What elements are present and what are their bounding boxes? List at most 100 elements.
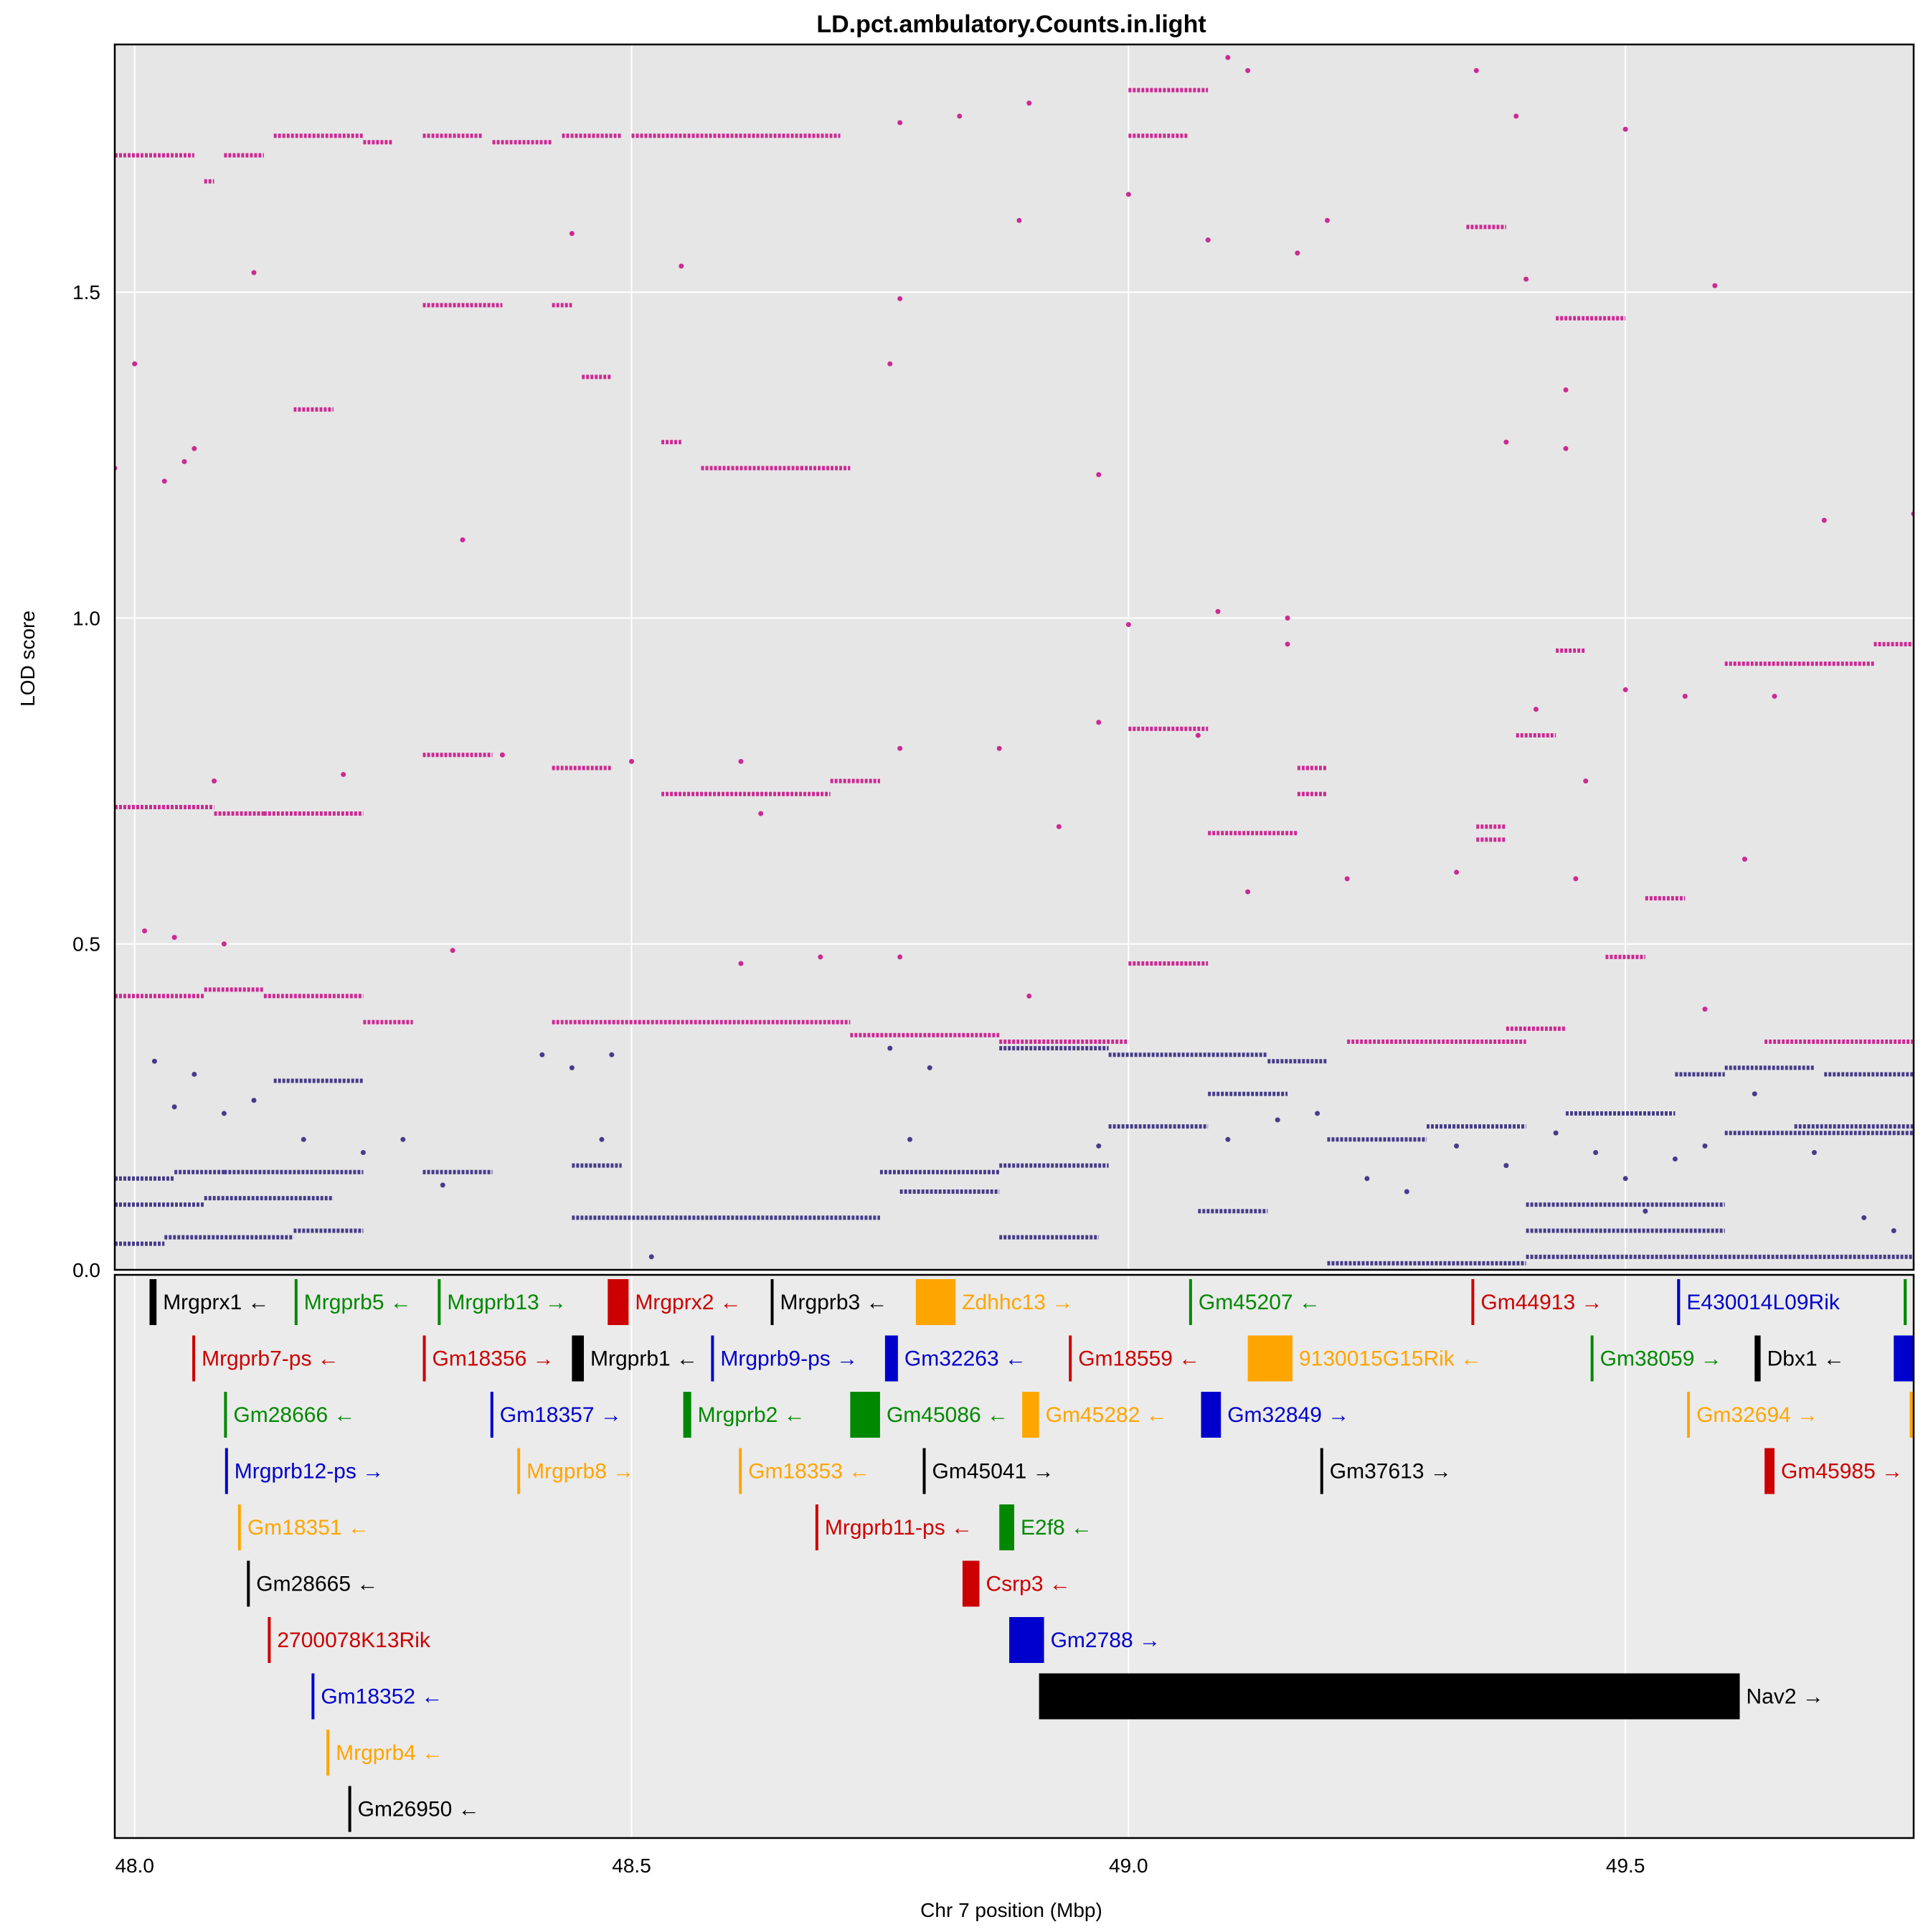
lod-point — [1026, 993, 1032, 999]
gene-label: Mrgprb8 → — [526, 1460, 634, 1484]
lod-point — [1533, 707, 1539, 712]
lod-point — [1821, 517, 1827, 523]
gene: Gm45985 → — [1764, 1448, 1903, 1494]
gene-box — [422, 1335, 426, 1382]
lod-point — [1215, 608, 1221, 614]
x-axis-label: Chr 7 position (Mbp) — [920, 1899, 1102, 1921]
lod-panel-border — [113, 43, 1915, 1271]
gene-box — [1320, 1448, 1323, 1494]
gene-box — [294, 1279, 298, 1325]
gene: Gm18559 ← — [1069, 1335, 1200, 1382]
gene-label: Gm18357 → — [500, 1403, 622, 1427]
gene-box — [683, 1392, 691, 1438]
lod-point — [1096, 720, 1102, 725]
gene-box — [850, 1392, 880, 1438]
gene-label: Mrgprb7-ps ← — [202, 1347, 339, 1371]
gene-label: Mrgprb1 ← — [590, 1347, 698, 1371]
y-tick-label: 0.0 — [72, 1259, 100, 1281]
lod-point — [1315, 1111, 1320, 1116]
gene-label: Gm18353 ← — [748, 1460, 870, 1484]
gene-label: 2700078K13Rik — [277, 1629, 431, 1652]
lod-point — [1523, 276, 1529, 282]
lod-point — [1285, 615, 1290, 621]
lod-point — [1891, 1227, 1896, 1233]
lod-point — [996, 745, 1002, 751]
gene: Mrgprb2 ← — [683, 1392, 805, 1438]
lod-point — [1583, 778, 1589, 784]
gene: E2f8 ← — [999, 1504, 1092, 1550]
gene-box — [225, 1448, 228, 1494]
lod-point — [1324, 217, 1330, 223]
gene-box — [608, 1279, 629, 1325]
lod-point — [181, 458, 187, 464]
lod-point — [1016, 217, 1022, 223]
gene-box — [490, 1392, 493, 1438]
gene-label: E430014L09Rik — [1686, 1291, 1840, 1314]
lod-series-0 — [115, 55, 1914, 1045]
gene: Mrgprb13 → — [438, 1279, 567, 1325]
gene-box — [192, 1335, 196, 1382]
gene: Mrgprx2 ← — [608, 1279, 742, 1325]
gene: Gm — [1909, 1392, 1914, 1438]
gene-label: Gm18351 ← — [247, 1516, 369, 1540]
gene: Mrgprb1 ← — [572, 1335, 698, 1382]
gene-label: Gm38059 → — [1600, 1347, 1722, 1371]
gene-box — [1677, 1279, 1681, 1325]
lod-point — [1553, 1130, 1559, 1136]
gene: Mrgprb12-ps → — [225, 1448, 384, 1494]
gene-label: Gm26950 ← — [358, 1798, 480, 1822]
gene-box — [1069, 1335, 1072, 1382]
gene: Gm18353 ← — [739, 1448, 870, 1494]
gene-panel-border — [113, 1273, 1915, 1839]
lod-point — [1205, 237, 1211, 243]
lod-point — [1563, 446, 1569, 451]
gene: Gm38059 → — [1590, 1335, 1722, 1382]
lod-point — [907, 1136, 913, 1142]
lod-point — [360, 1149, 366, 1155]
gene-box — [884, 1335, 898, 1382]
lod-point — [1473, 67, 1479, 73]
gene-box — [1687, 1392, 1691, 1438]
lod-point — [221, 1111, 227, 1116]
gene: Gm26950 ← — [348, 1786, 480, 1832]
lod-point — [192, 446, 197, 451]
gene-box — [149, 1279, 157, 1325]
lod-point — [1245, 889, 1251, 895]
x-axis: 48.0 48.5 49.0 49.5 — [115, 1855, 1645, 1877]
x-tick-label: 49.0 — [1109, 1855, 1148, 1877]
lod-point — [1344, 876, 1350, 882]
gene-box — [348, 1786, 351, 1832]
lod-point — [897, 954, 903, 960]
gene: Mrgprb9-ps → — [711, 1335, 858, 1382]
lod-point — [1861, 1215, 1867, 1220]
lod-point — [341, 772, 346, 778]
lod-point — [1454, 1143, 1460, 1149]
lod-point — [1622, 1176, 1628, 1182]
gene: Csrp3 ← — [962, 1560, 1071, 1607]
gene-panel-background — [115, 1275, 1914, 1838]
gene-label: Mrgprb3 ← — [780, 1291, 888, 1314]
chart-title: LD.pct.ambulatory.Counts.in.light — [816, 11, 1206, 38]
lod-point — [171, 1104, 177, 1110]
gene-label: Mrgprb13 → — [447, 1291, 567, 1314]
lod-point — [440, 1182, 445, 1188]
gene-label: Csrp3 ← — [986, 1573, 1071, 1596]
gene-label: Gm37613 → — [1330, 1460, 1452, 1484]
gene-panel: Mrgprx1 ← Mrgprb5 ← Mrgprb13 → Mrgprx2 ← Mrg… — [115, 1275, 1914, 1838]
gene: E430014L09Rik — [1677, 1279, 1840, 1325]
lod-point — [400, 1136, 406, 1142]
lod-point — [1404, 1189, 1409, 1194]
gene-box — [915, 1279, 956, 1325]
gene: Gm45207 ← — [1189, 1279, 1320, 1325]
lod-point — [1643, 1208, 1648, 1214]
gene-label: Gm45985 → — [1781, 1460, 1903, 1484]
lod-point — [648, 1254, 654, 1260]
gene-box — [572, 1335, 585, 1382]
gene: Mrgprb11-ps ← — [815, 1504, 973, 1550]
lod-point — [151, 1058, 157, 1064]
gene-label: Gm28666 ← — [233, 1403, 355, 1427]
gene: Mrgprx1 ← — [149, 1279, 270, 1325]
lod-point — [1742, 857, 1747, 862]
gene-box — [962, 1560, 980, 1607]
gene-box — [1009, 1617, 1044, 1663]
